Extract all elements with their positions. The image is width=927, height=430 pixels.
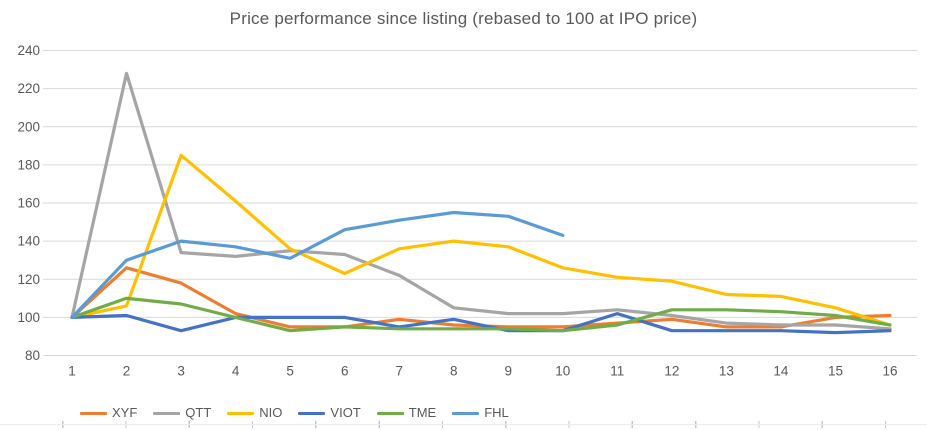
y-axis-tick-label: 160 [17,196,40,211]
x-axis-tick-label: 14 [773,364,789,379]
x-axis-tick-label: 6 [341,364,349,379]
x-axis-tick-label: 15 [828,364,843,379]
y-axis-tick-label: 180 [17,157,40,172]
y-axis-tick-label: 200 [17,119,40,134]
x-axis-tick-label: 3 [177,364,185,379]
legend-item-FHL[interactable]: FHL [452,406,509,420]
legend-item-VIOT[interactable]: VIOT [298,405,361,420]
legend-marker-FHL [452,411,480,415]
y-axis-tick-label: 240 [17,43,40,58]
x-axis-tick-label: 8 [450,364,458,379]
legend-label-QTT: QTT [185,405,212,420]
y-axis-tick-label: 100 [17,310,40,325]
y-axis-tick-label: 140 [17,234,40,249]
x-axis-tick-label: 10 [555,364,570,379]
x-axis-tick-label: 13 [719,364,734,379]
x-axis-tick-label: 4 [232,364,240,379]
x-axis-tick-label: 12 [664,364,679,379]
chart-legend: XYF QTT NIO VIOT TME FHL [80,406,509,420]
series-line-VIOT[interactable] [70,312,892,335]
x-axis-tick-label: 2 [123,364,131,379]
legend-item-XYF[interactable]: XYF [80,406,137,420]
x-axis-tick-label: 5 [286,364,294,379]
legend-label-VIOT: VIOT [330,405,361,420]
legend-label-TME: TME [408,405,437,420]
legend-marker-QTT [153,411,181,415]
legend-label-XYF: XYF [112,405,138,420]
legend-item-NIO[interactable]: NIO [227,406,282,420]
x-axis-tick-label: 1 [68,364,76,379]
legend-marker-NIO [227,411,255,415]
y-axis-tick-label: 120 [17,272,40,287]
y-axis-tick-label: 80 [25,348,40,363]
series-line-QTT[interactable] [70,71,892,331]
x-axis-tick-label: 16 [882,364,897,379]
series-line-TME[interactable] [70,296,892,333]
legend-label-FHL: FHL [484,405,509,420]
chart-title: Price performance since listing (rebased… [229,9,698,28]
series-line-NIO[interactable] [70,153,892,327]
legend-item-TME[interactable]: TME [376,405,437,420]
legend-marker-TME [376,411,404,415]
y-axis-tick-label: 220 [17,81,40,96]
legend-marker-XYF [80,411,107,415]
x-axis-tick-label: 11 [610,364,624,379]
legend-marker-VIOT [298,411,326,415]
legend-label-NIO: NIO [259,405,283,420]
x-axis-tick-label: 7 [395,364,403,379]
x-axis-tick-label: 9 [505,364,513,379]
series-line-FHL[interactable] [70,210,565,319]
spreadsheet-row-edge [0,424,927,425]
legend-item-QTT[interactable]: QTT [153,406,211,420]
